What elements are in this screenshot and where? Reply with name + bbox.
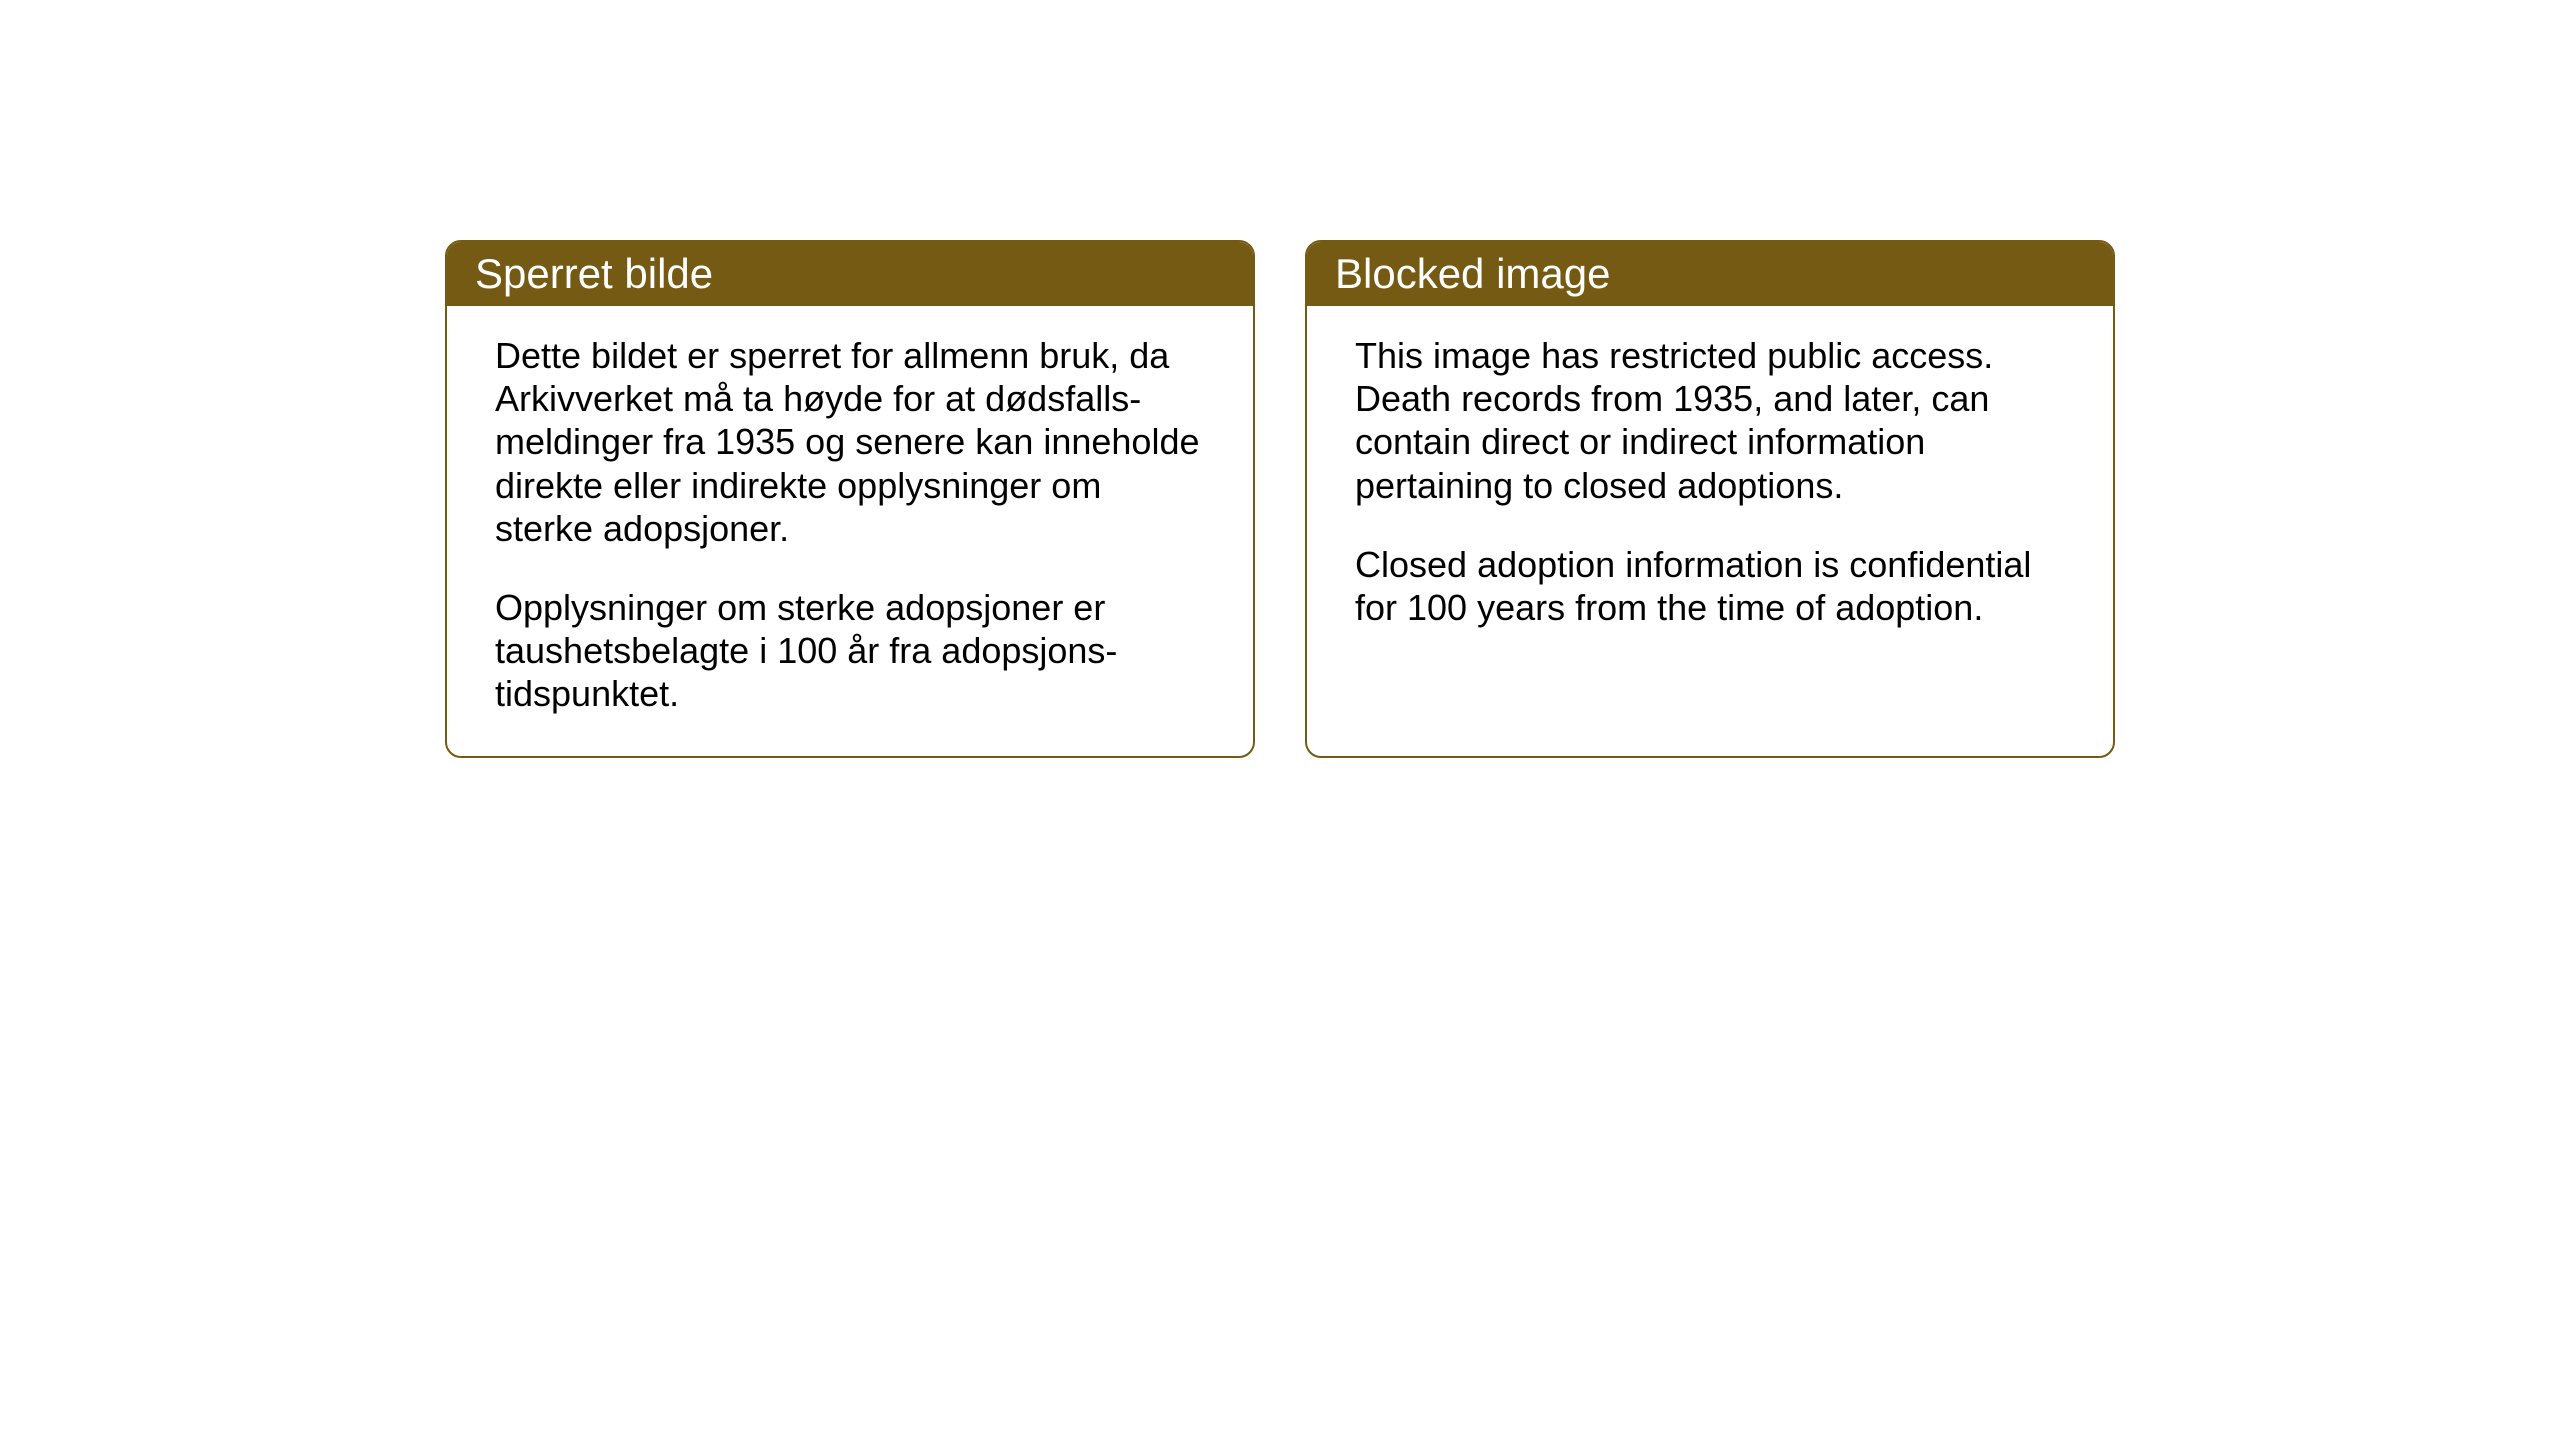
norwegian-paragraph-1: Dette bildet er sperret for allmenn bruk…	[495, 334, 1205, 550]
english-card-body: This image has restricted public access.…	[1307, 306, 2113, 669]
norwegian-notice-card: Sperret bilde Dette bildet er sperret fo…	[445, 240, 1255, 758]
norwegian-card-title: Sperret bilde	[447, 242, 1253, 306]
english-card-title: Blocked image	[1307, 242, 2113, 306]
english-notice-card: Blocked image This image has restricted …	[1305, 240, 2115, 758]
notice-container: Sperret bilde Dette bildet er sperret fo…	[445, 240, 2115, 758]
english-paragraph-1: This image has restricted public access.…	[1355, 334, 2065, 507]
english-paragraph-2: Closed adoption information is confident…	[1355, 543, 2065, 629]
norwegian-card-body: Dette bildet er sperret for allmenn bruk…	[447, 306, 1253, 756]
norwegian-paragraph-2: Opplysninger om sterke adopsjoner er tau…	[495, 586, 1205, 716]
